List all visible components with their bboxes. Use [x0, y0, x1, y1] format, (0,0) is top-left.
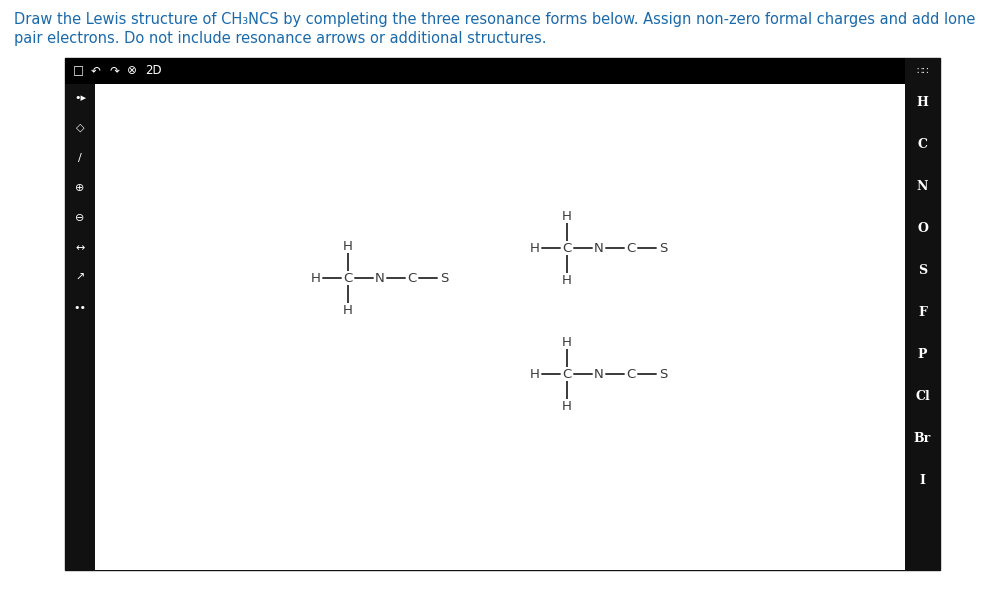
- Text: ◇: ◇: [76, 123, 84, 133]
- Text: F: F: [918, 305, 927, 319]
- Text: C: C: [408, 271, 416, 284]
- Text: S: S: [659, 242, 667, 255]
- Text: H: H: [562, 210, 572, 222]
- Text: H: H: [530, 367, 540, 381]
- Text: ⊗: ⊗: [127, 64, 137, 78]
- Bar: [905, 58, 940, 570]
- Bar: [95, 84, 905, 570]
- Text: ••: ••: [74, 303, 86, 313]
- Text: ↔: ↔: [76, 243, 84, 253]
- Bar: [65, 58, 940, 570]
- Text: Br: Br: [913, 431, 931, 444]
- Bar: [65, 58, 940, 84]
- Text: H: H: [311, 271, 321, 284]
- Bar: [65, 84, 95, 570]
- Text: ⊕: ⊕: [76, 183, 84, 193]
- Text: Draw the Lewis structure of CH₃NCS by completing the three resonance forms below: Draw the Lewis structure of CH₃NCS by co…: [14, 12, 975, 27]
- Text: N: N: [594, 367, 604, 381]
- Text: H: H: [916, 96, 928, 108]
- Text: O: O: [917, 222, 928, 235]
- Text: C: C: [343, 271, 353, 284]
- Text: ↷: ↷: [109, 64, 119, 78]
- Text: N: N: [916, 179, 928, 193]
- Text: I: I: [919, 473, 925, 487]
- Text: pair electrons. Do not include resonance arrows or additional structures.: pair electrons. Do not include resonance…: [14, 31, 547, 46]
- Text: S: S: [439, 271, 448, 284]
- Text: C: C: [626, 367, 635, 381]
- Text: /: /: [79, 153, 82, 163]
- Text: •▸: •▸: [74, 93, 86, 103]
- Text: ↗: ↗: [76, 273, 84, 283]
- Text: C: C: [563, 242, 572, 255]
- Text: 2D: 2D: [145, 64, 162, 78]
- Text: Cl: Cl: [915, 390, 929, 402]
- Text: N: N: [375, 271, 385, 284]
- Text: ↶: ↶: [91, 64, 100, 78]
- Text: H: H: [343, 239, 353, 253]
- Text: H: H: [343, 304, 353, 316]
- Text: S: S: [659, 367, 667, 381]
- Text: C: C: [563, 367, 572, 381]
- Text: N: N: [594, 242, 604, 255]
- Text: H: H: [562, 399, 572, 413]
- Text: ∷∷: ∷∷: [916, 66, 928, 76]
- Text: P: P: [917, 347, 927, 361]
- Text: H: H: [562, 336, 572, 348]
- Text: C: C: [917, 138, 927, 150]
- Text: S: S: [917, 264, 927, 276]
- Text: ⊖: ⊖: [76, 213, 84, 223]
- Text: H: H: [562, 273, 572, 287]
- Text: H: H: [530, 242, 540, 255]
- Text: C: C: [626, 242, 635, 255]
- Text: □: □: [73, 64, 84, 78]
